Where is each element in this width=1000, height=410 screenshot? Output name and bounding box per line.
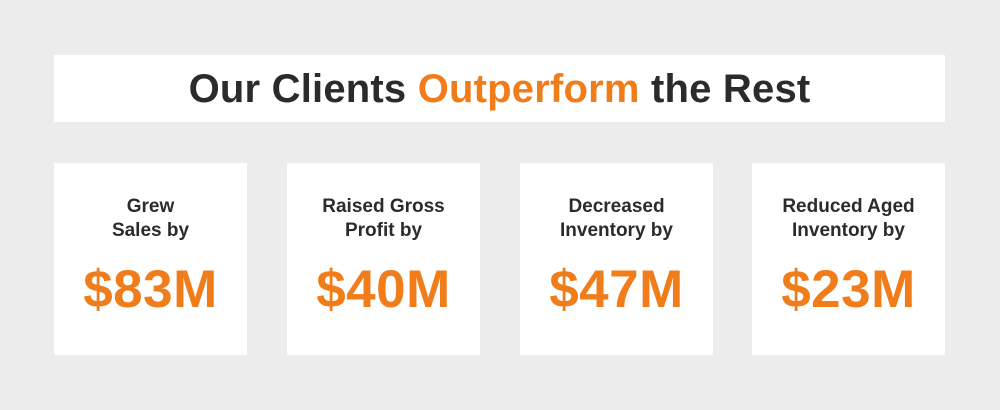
stat-value: $47M [549,260,684,319]
page-title: Our Clients Outperform the Rest [189,69,811,109]
headline-part-1: Our Clients [188,66,418,111]
stat-label: Reduced Aged Inventory by [760,195,937,243]
stat-label-line-2: Sales by [111,220,190,241]
headline-part-2: the Rest [639,66,811,111]
stat-value: $40M [316,260,451,319]
stat-label: Decreased Inventory by [528,195,705,243]
stat-label-line-1: Reduced Aged [782,196,915,217]
headline-banner: Our Clients Outperform the Rest [54,55,945,122]
stat-label: Grew Sales by [62,195,239,243]
stat-label-line-1: Grew [126,196,175,217]
stat-card-sales: Grew Sales by $83M [54,163,247,355]
stat-label-line-1: Raised Gross [322,196,445,217]
stat-label-line-1: Decreased [568,196,665,217]
stat-value: $83M [83,260,218,319]
stat-card-inventory: Decreased Inventory by $47M [520,163,713,355]
stat-card-aged-inventory: Reduced Aged Inventory by $23M [752,163,945,355]
stat-label: Raised Gross Profit by [295,195,472,243]
stat-value: $23M [781,260,916,319]
stat-card-gross-profit: Raised Gross Profit by $40M [287,163,480,355]
stat-label-line-2: Inventory by [792,220,905,241]
stat-label-line-2: Inventory by [560,220,673,241]
headline-accent: Outperform [417,66,640,111]
stat-label-line-2: Profit by [344,220,423,241]
